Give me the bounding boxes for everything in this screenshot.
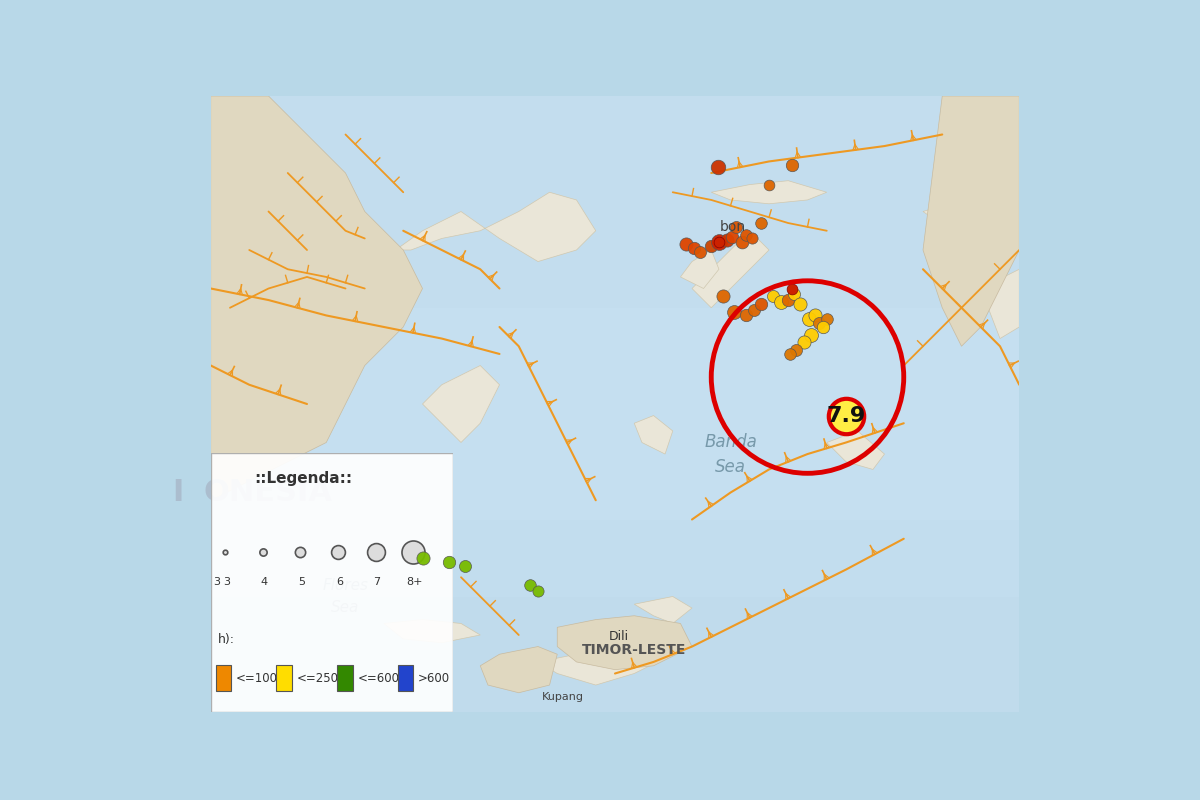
Polygon shape — [557, 616, 692, 670]
Point — [722, 230, 742, 243]
Point — [817, 313, 836, 326]
Point — [779, 294, 798, 306]
Polygon shape — [712, 181, 827, 204]
Point — [708, 161, 727, 174]
Point — [802, 328, 821, 341]
Polygon shape — [827, 431, 884, 470]
Point — [751, 217, 770, 230]
Point — [791, 298, 810, 310]
Point — [709, 236, 728, 249]
Bar — [211, 77, 1019, 308]
Polygon shape — [538, 635, 673, 685]
Point — [800, 313, 820, 326]
Bar — [211, 519, 1019, 712]
Point — [782, 282, 802, 295]
Polygon shape — [923, 96, 1019, 346]
Point — [785, 288, 804, 301]
Point — [763, 290, 782, 302]
Point — [702, 240, 721, 253]
Bar — [211, 597, 1019, 712]
Polygon shape — [680, 250, 719, 289]
Point — [528, 584, 547, 597]
Point — [751, 298, 770, 310]
Point — [805, 309, 824, 322]
Polygon shape — [635, 415, 673, 454]
Point — [810, 317, 829, 330]
Point — [521, 578, 540, 591]
Point — [440, 555, 460, 568]
Point — [760, 178, 779, 191]
Point — [782, 159, 802, 172]
Point — [718, 234, 737, 246]
Point — [727, 221, 746, 234]
Point — [786, 344, 805, 357]
Point — [413, 552, 432, 565]
Point — [732, 236, 751, 249]
Polygon shape — [211, 211, 288, 289]
Text: Flores
Sea: Flores Sea — [323, 578, 368, 614]
Point — [744, 303, 763, 316]
Point — [709, 236, 728, 249]
Point — [742, 232, 761, 245]
Text: Dili: Dili — [608, 630, 629, 643]
Text: Kupang: Kupang — [542, 691, 584, 702]
Text: 7.9: 7.9 — [827, 406, 865, 426]
Polygon shape — [480, 646, 557, 693]
Point — [677, 238, 696, 250]
Text: ONESIA: ONESIA — [203, 478, 332, 507]
Text: I: I — [173, 478, 184, 507]
Polygon shape — [384, 619, 480, 642]
Point — [690, 246, 709, 258]
Point — [780, 347, 799, 360]
Point — [737, 309, 756, 322]
Polygon shape — [396, 192, 595, 262]
Point — [836, 409, 856, 422]
Polygon shape — [211, 96, 422, 500]
Point — [814, 321, 833, 334]
Point — [684, 242, 703, 254]
Point — [455, 559, 474, 572]
Text: Banda
Sea: Banda Sea — [704, 433, 757, 475]
Polygon shape — [422, 366, 499, 442]
Polygon shape — [980, 270, 1019, 338]
Point — [737, 228, 756, 241]
Point — [725, 306, 744, 318]
Point — [794, 336, 814, 349]
Polygon shape — [635, 597, 692, 623]
Text: bon: bon — [720, 220, 746, 234]
Point — [770, 295, 790, 308]
Polygon shape — [692, 230, 769, 308]
Polygon shape — [923, 200, 980, 238]
Text: TIMOR-LESTE: TIMOR-LESTE — [582, 643, 686, 658]
Point — [713, 290, 732, 302]
